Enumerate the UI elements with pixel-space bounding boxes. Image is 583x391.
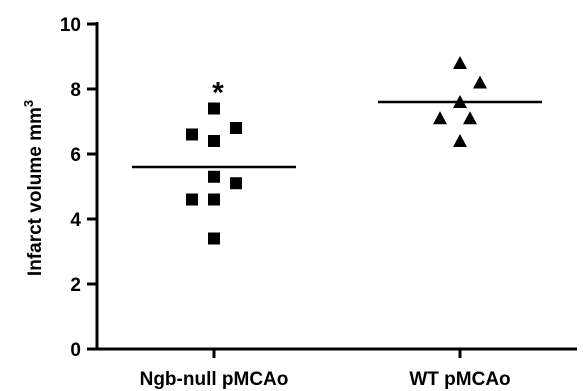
y-tick-label: 10 <box>60 15 81 36</box>
y-tick-label: 6 <box>70 145 81 166</box>
data-point-triangle <box>453 134 467 147</box>
data-point-square <box>208 232 220 245</box>
y-axis-title: Infarct volume mm3 <box>21 100 46 276</box>
data-point-triangle <box>433 111 447 125</box>
data-point-square <box>186 193 198 206</box>
data-point-square <box>230 122 242 134</box>
y-tick-label: 2 <box>70 275 81 296</box>
x-category-label: WT pMCAo <box>409 369 510 390</box>
data-point-triangle <box>463 111 477 125</box>
axes: 0 2 4 6 8 10 Ngb-null pMCAo WT pMCAo <box>60 15 577 390</box>
significance-annotation: * <box>212 77 224 110</box>
y-tick-label: 0 <box>70 340 81 361</box>
data-point-square <box>186 128 198 141</box>
x-category-label: Ngb-null pMCAo <box>140 369 289 390</box>
y-axis-title-superscript: 3 <box>21 100 36 107</box>
data-point-triangle <box>453 56 467 69</box>
data-point-triangle <box>473 75 487 89</box>
data-point-square <box>208 170 220 183</box>
data-point-square <box>208 102 220 115</box>
y-axis-title-text: Infarct volume mm <box>25 107 46 276</box>
data-point-square <box>208 135 220 147</box>
y-tick-label: 4 <box>70 210 81 231</box>
y-tick-label: 8 <box>70 80 81 101</box>
data-point-square <box>208 193 220 206</box>
data-marks: * <box>132 56 542 245</box>
data-point-square <box>230 177 242 190</box>
